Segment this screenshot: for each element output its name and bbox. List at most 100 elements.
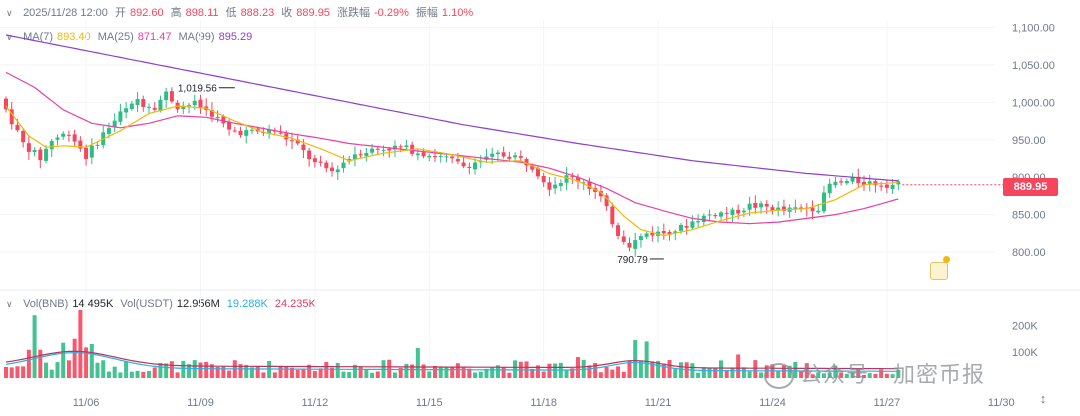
candle-down: [724, 212, 729, 214]
volume-bar-down: [318, 368, 323, 378]
candle-down: [862, 181, 866, 185]
candle-down: [879, 185, 884, 187]
volume-bar-up: [741, 367, 746, 378]
candle-down: [621, 236, 626, 242]
candle-down: [72, 134, 77, 142]
candle-up: [415, 153, 420, 156]
volume-bar-down: [421, 364, 426, 378]
candle-down: [604, 195, 609, 207]
volume-bar-down: [26, 349, 31, 378]
candle-up: [61, 133, 66, 137]
volume-bar-down: [410, 364, 415, 378]
candle-up: [844, 180, 849, 184]
vol-label: Vol(BNB): [23, 298, 69, 310]
volume-ma2-line: [5, 350, 899, 370]
candle-down: [839, 181, 844, 183]
change-label: 涨跌幅: [337, 7, 370, 19]
volume-bar-down: [301, 369, 306, 378]
candle-down: [169, 91, 174, 102]
volume-bar-up: [129, 371, 134, 378]
candle-down: [198, 99, 203, 108]
volume-bar-down: [541, 371, 546, 378]
candle-up: [164, 91, 169, 101]
volume-bar-up: [44, 362, 49, 378]
candle-down: [541, 176, 546, 183]
candle-down: [884, 184, 889, 188]
candle-up: [644, 233, 649, 237]
volume-bar-up: [633, 340, 638, 378]
candle-up: [581, 182, 586, 184]
candle-up: [95, 144, 100, 146]
candle-down: [152, 107, 157, 110]
volume-tick-label: 200K: [1012, 321, 1038, 333]
chevron-down-icon[interactable]: ∨: [6, 299, 13, 309]
x-tick-label: 11/18: [530, 397, 557, 409]
candle-down: [781, 206, 786, 211]
candle-up: [118, 111, 123, 122]
open-value: 892.60: [129, 7, 164, 19]
candle-down: [330, 167, 335, 172]
volume-bar-up: [106, 371, 111, 378]
candle-up: [793, 207, 798, 209]
x-tick-label: 11/09: [187, 397, 214, 409]
ma25-label: MA(25): [97, 31, 134, 43]
volume-bar-down: [272, 372, 277, 378]
candle-down: [610, 206, 615, 225]
candle-up: [638, 236, 643, 241]
high-value: 898.11: [185, 7, 219, 19]
volume-bar-down: [204, 361, 209, 378]
volume-bar-down: [169, 361, 174, 378]
chevron-down-icon[interactable]: ∨: [6, 8, 13, 18]
volume-bar-down: [255, 366, 260, 378]
expand-icon[interactable]: ↕: [1039, 391, 1047, 406]
screenshot-tool-icon[interactable]: [930, 262, 948, 280]
candle-down: [535, 168, 540, 177]
volume-bar-down: [530, 368, 535, 378]
price-tick-label: 1,000.00: [1012, 97, 1055, 109]
volume-bar-down: [862, 374, 866, 378]
volume-bar-down: [330, 367, 335, 378]
volume-bar-up: [135, 370, 140, 378]
chevron-down-icon[interactable]: ∨: [6, 32, 13, 42]
candle-down: [209, 110, 214, 117]
candle-down: [66, 134, 71, 136]
volume-bar-up: [719, 360, 723, 378]
volume-bar-down: [884, 373, 889, 378]
current-price-tag: 889.95: [1003, 178, 1058, 196]
volume-bar-down: [295, 370, 300, 378]
volume-bar-down: [535, 365, 540, 378]
candle-down: [221, 116, 226, 124]
candle-up: [707, 214, 712, 216]
candle-up: [55, 137, 60, 140]
candle-up: [364, 152, 369, 157]
candle-up: [438, 155, 443, 157]
volume-bar-down: [450, 367, 455, 378]
volume-bar-down: [307, 364, 312, 378]
high-label: 高: [170, 7, 182, 19]
volume-bar-down: [324, 361, 329, 378]
volume-bar-up: [55, 362, 60, 378]
volume-bar-down: [621, 371, 626, 378]
candle-up: [249, 129, 254, 131]
high-annotation: 1,019.56: [178, 84, 217, 95]
volume-bar-up: [158, 362, 163, 378]
candle-up: [335, 169, 340, 173]
volume-bar-up: [513, 360, 518, 378]
candle-up: [381, 149, 386, 151]
candle-up: [129, 103, 134, 110]
x-tick-label: 11/06: [73, 397, 100, 409]
volume-bar-up: [444, 367, 449, 378]
candle-down: [524, 159, 529, 166]
volume-bar-down: [467, 368, 472, 378]
candle-down: [587, 181, 592, 189]
candle-down: [570, 176, 575, 178]
volume-bar-up: [187, 364, 192, 378]
volume-bar-up: [821, 373, 826, 378]
volume-bar-down: [141, 371, 146, 378]
volume-bar-down: [570, 368, 575, 378]
vol-usdt-label: Vol(USDT): [120, 298, 173, 310]
candle-up: [833, 181, 838, 186]
volume-bar-up: [364, 369, 369, 378]
ohlc-header: ∨ 2025/11/28 12:00 开 892.60 高 898.11 低 888.…: [6, 6, 477, 20]
